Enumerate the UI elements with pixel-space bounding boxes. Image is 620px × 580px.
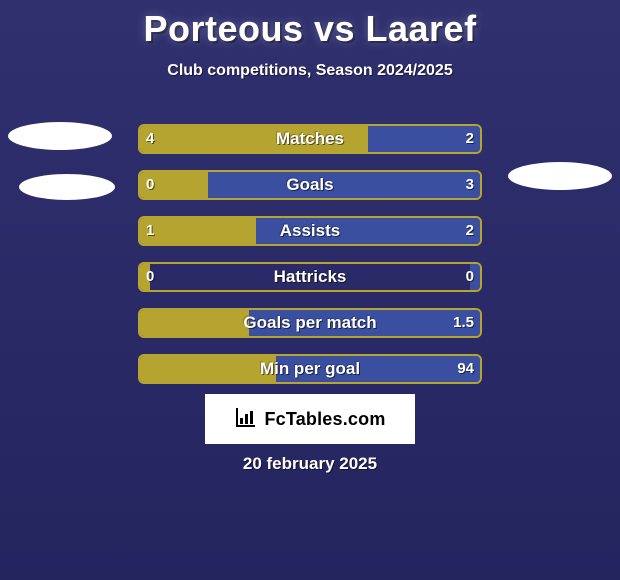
chart-icon (234, 405, 258, 434)
bar-right (208, 172, 480, 198)
brand-text: FcTables.com (264, 409, 385, 430)
bar-left (140, 356, 276, 382)
comparison-infographic: Porteous vs Laaref Club competitions, Se… (0, 0, 620, 580)
bar-left (140, 218, 256, 244)
avatar-oval (19, 174, 115, 200)
avatar-oval (8, 122, 112, 150)
date-text: 20 february 2025 (0, 454, 620, 474)
stat-row: 4 Matches 2 (138, 124, 482, 154)
stat-row: Goals per match 1.5 (138, 308, 482, 338)
avatar-left (5, 122, 115, 197)
bar-left (140, 126, 368, 152)
stat-row: 0 Goals 3 (138, 170, 482, 200)
stat-row: 0 Hattricks 0 (138, 262, 482, 292)
bar-right (470, 264, 480, 290)
stat-value-right: 0 (424, 264, 474, 290)
comparison-rows: 4 Matches 2 0 Goals 3 1 Assists 2 0 Hatt… (138, 124, 482, 400)
bar-right (276, 356, 480, 382)
avatar-right (505, 162, 615, 237)
bar-left (140, 172, 208, 198)
stat-row: Min per goal 94 (138, 354, 482, 384)
page-title: Porteous vs Laaref (0, 8, 620, 50)
bar-right (256, 218, 480, 244)
page-subtitle: Club competitions, Season 2024/2025 (0, 62, 620, 80)
bar-left (140, 310, 249, 336)
avatar-oval (508, 162, 612, 190)
bar-right (368, 126, 480, 152)
bar-left (140, 264, 150, 290)
bar-right (249, 310, 480, 336)
stat-value-left: 0 (146, 264, 196, 290)
brand-badge: FcTables.com (205, 394, 415, 444)
stat-row: 1 Assists 2 (138, 216, 482, 246)
stat-label: Hattricks (140, 264, 480, 290)
